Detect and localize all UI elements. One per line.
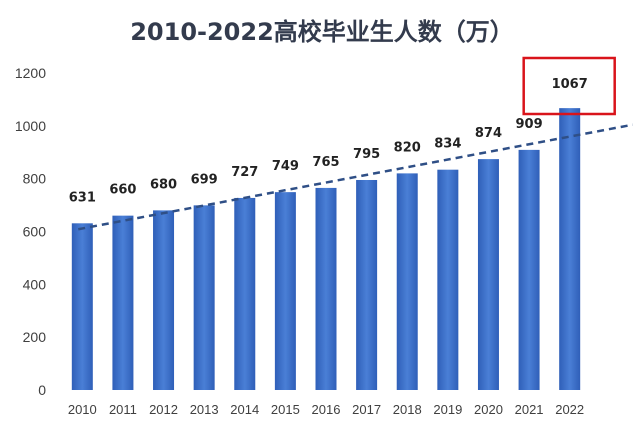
bar-2019	[437, 169, 459, 390]
highlight-box	[522, 56, 616, 116]
data-label-2010: 631	[69, 190, 96, 205]
bar-2013	[193, 205, 215, 390]
chart-title: 2010-2022高校毕业生人数（万）	[130, 18, 514, 46]
data-label-2022: 1067	[552, 77, 588, 92]
x-tick-label: 2014	[230, 402, 259, 417]
y-tick-label: 800	[23, 171, 47, 187]
trend-line-path	[78, 123, 633, 231]
data-label-2012: 680	[150, 177, 177, 192]
y-tick-label: 200	[23, 329, 47, 345]
data-label-2021: 909	[516, 117, 543, 132]
bar-2015	[274, 192, 296, 390]
x-tick-label: 2019	[433, 402, 462, 417]
bar-2020	[477, 159, 499, 390]
x-axis: 2010 2011 2012 2013 2014 2015 2016 2017 2018 2019…	[68, 402, 584, 417]
data-label-2020: 874	[475, 126, 502, 141]
highlight-rect	[522, 56, 616, 116]
y-axis: 0 200 400 600 800 1000 1200	[15, 65, 46, 398]
x-tick-label: 2017	[352, 402, 381, 417]
x-tick-label: 2022	[555, 402, 584, 417]
trend-line	[78, 123, 633, 231]
bar-2011	[112, 215, 134, 390]
data-labels: 631 660 680 699 727 749 765 795 820 834 874 909 1067	[69, 77, 588, 205]
data-label-2015: 749	[272, 159, 299, 174]
y-tick-label: 1200	[15, 65, 46, 81]
x-tick-label: 2021	[515, 402, 544, 417]
bar-2016	[315, 187, 337, 390]
data-label-2011: 660	[109, 183, 136, 198]
bars	[71, 108, 581, 391]
x-tick-label: 2018	[393, 402, 422, 417]
bar-2018	[396, 173, 418, 390]
y-tick-label: 600	[23, 224, 47, 240]
data-label-2013: 699	[191, 172, 218, 187]
x-tick-label: 2010	[68, 402, 97, 417]
bar-2010	[71, 223, 93, 390]
x-tick-label: 2020	[474, 402, 503, 417]
bar-2012	[153, 210, 175, 390]
x-tick-label: 2015	[271, 402, 300, 417]
x-tick-label: 2013	[190, 402, 219, 417]
y-tick-label: 1000	[15, 118, 46, 134]
bar-2017	[356, 179, 378, 390]
y-tick-label: 400	[23, 276, 47, 292]
x-tick-label: 2012	[149, 402, 178, 417]
data-label-2014: 727	[231, 165, 258, 180]
data-label-2019: 834	[434, 137, 461, 152]
bar-2021	[518, 149, 540, 390]
data-label-2016: 765	[312, 155, 339, 170]
bar-2014	[234, 197, 256, 390]
x-tick-label: 2016	[312, 402, 341, 417]
data-label-2018: 820	[394, 140, 421, 155]
y-tick-label: 0	[38, 382, 46, 398]
data-label-2017: 795	[353, 147, 380, 162]
x-tick-label: 2011	[109, 402, 137, 417]
bar-2022	[559, 108, 581, 391]
